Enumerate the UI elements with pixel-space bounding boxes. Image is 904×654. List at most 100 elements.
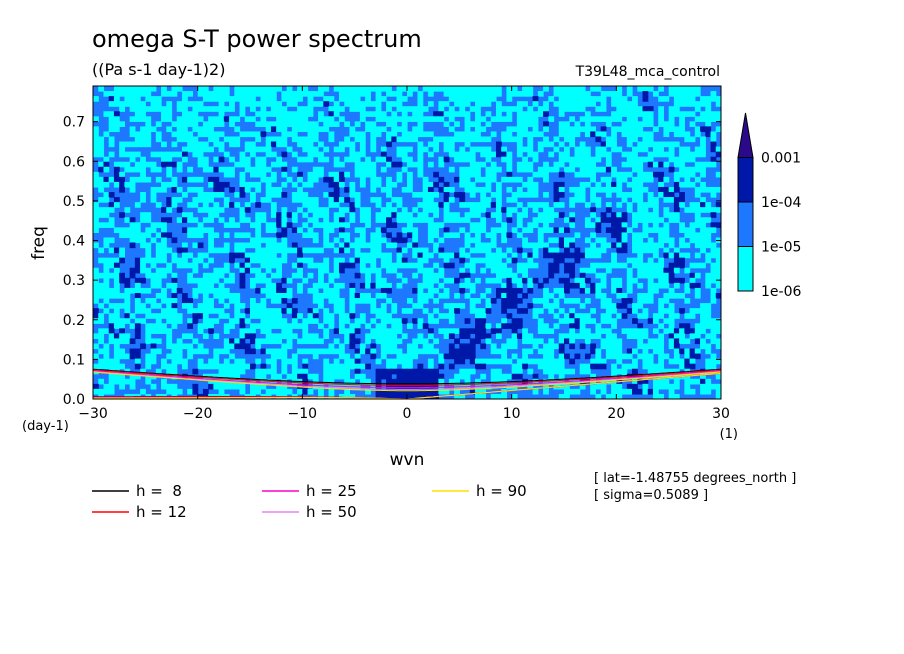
heatmap-cell — [480, 383, 487, 390]
heatmap-cell — [543, 292, 549, 299]
heatmap-cell — [202, 298, 209, 304]
heatmap-cell — [694, 101, 701, 107]
heatmap-cell — [590, 242, 596, 249]
heatmap-cell — [239, 156, 246, 163]
heatmap-cell — [710, 333, 717, 340]
heatmap-cell — [564, 282, 570, 289]
heatmap-cell — [323, 232, 330, 239]
heatmap-cell — [338, 96, 345, 102]
heatmap-cell — [700, 383, 706, 390]
heatmap-cell — [658, 232, 665, 239]
heatmap-cell — [469, 192, 476, 198]
heatmap-cell — [281, 323, 288, 329]
heatmap-cell — [459, 247, 466, 254]
heatmap-cell — [605, 308, 612, 314]
heatmap-cell — [239, 212, 246, 218]
heatmap-cell — [647, 318, 654, 324]
heatmap-cell — [621, 242, 628, 249]
heatmap-cell — [668, 111, 675, 117]
heatmap-cell — [98, 287, 105, 294]
heatmap-cell — [166, 262, 173, 269]
heatmap-cell — [548, 207, 555, 213]
heatmap-cell — [626, 202, 633, 208]
heatmap-cell — [365, 121, 371, 127]
heatmap-cell — [553, 101, 560, 107]
heatmap-cell — [485, 166, 492, 173]
heatmap-cell — [443, 227, 450, 233]
heatmap-cell — [129, 96, 136, 102]
heatmap-cell — [427, 277, 434, 284]
heatmap-cell — [129, 151, 136, 158]
heatmap-cell — [448, 212, 455, 218]
heatmap-cell — [543, 166, 549, 173]
heatmap-cell — [679, 91, 685, 97]
heatmap-cell — [202, 207, 209, 213]
heatmap-cell — [443, 192, 450, 198]
heatmap-cell — [506, 96, 513, 102]
heatmap-cell — [344, 368, 351, 375]
heatmap-cell — [391, 242, 398, 249]
heatmap-cell — [307, 176, 314, 183]
heatmap-cell — [349, 292, 356, 299]
heatmap-cell — [480, 323, 487, 329]
heatmap-cell — [689, 333, 696, 340]
heatmap-cell — [684, 156, 691, 163]
heatmap-cell — [218, 91, 225, 97]
heatmap-cell — [475, 171, 481, 178]
heatmap-cell — [155, 151, 162, 158]
heatmap-cell — [626, 181, 633, 188]
heatmap-cell — [171, 313, 178, 319]
heatmap-cell — [480, 96, 487, 102]
heatmap-cell — [229, 323, 235, 329]
heatmap-cell — [658, 151, 665, 158]
heatmap-cell — [548, 308, 555, 314]
heatmap-cell — [359, 262, 366, 269]
heatmap-cell — [234, 141, 241, 148]
heatmap-cell — [705, 96, 712, 102]
heatmap-cell — [475, 323, 481, 329]
heatmap-cell — [297, 186, 303, 193]
heatmap-cell — [197, 222, 204, 228]
heatmap-cell — [564, 252, 570, 259]
heatmap-cell — [407, 161, 413, 168]
heatmap-cell — [166, 353, 173, 360]
heatmap-cell — [140, 287, 146, 294]
heatmap-cell — [700, 262, 706, 269]
heatmap-cell — [218, 116, 225, 122]
heatmap-cell — [134, 282, 141, 289]
heatmap-cell — [155, 176, 162, 183]
heatmap-cell — [318, 348, 324, 355]
heatmap-cell — [338, 171, 345, 178]
heatmap-cell — [229, 363, 235, 370]
heatmap-cell — [375, 308, 382, 314]
heatmap-cell — [694, 378, 701, 385]
heatmap-cell — [626, 192, 633, 198]
heatmap-cell — [480, 257, 487, 264]
heatmap-cell — [626, 141, 633, 148]
heatmap-cell — [187, 217, 194, 223]
heatmap-cell — [605, 318, 612, 324]
heatmap-cell — [532, 242, 539, 249]
heatmap-cell — [333, 272, 340, 279]
heatmap-cell — [611, 388, 617, 395]
heatmap-cell — [328, 383, 335, 390]
heatmap-cell — [365, 333, 371, 340]
heatmap-cell — [103, 308, 110, 314]
heatmap-cell — [700, 186, 706, 193]
heatmap-cell — [579, 101, 586, 107]
heatmap-cell — [412, 287, 419, 294]
heatmap-cell — [176, 151, 183, 158]
heatmap-cell — [380, 212, 387, 218]
heatmap-cell — [202, 308, 209, 314]
heatmap-cell — [480, 186, 487, 193]
heatmap-cell — [705, 126, 712, 133]
heatmap-cell — [176, 247, 183, 254]
heatmap-cell — [495, 91, 502, 97]
heatmap-cell — [679, 227, 685, 233]
heatmap-cell — [469, 91, 476, 97]
heatmap-cell — [417, 363, 424, 370]
heatmap-cell — [448, 197, 455, 203]
heatmap-cell — [161, 86, 167, 92]
heatmap-cell — [380, 368, 387, 375]
heatmap-cell — [705, 308, 712, 314]
